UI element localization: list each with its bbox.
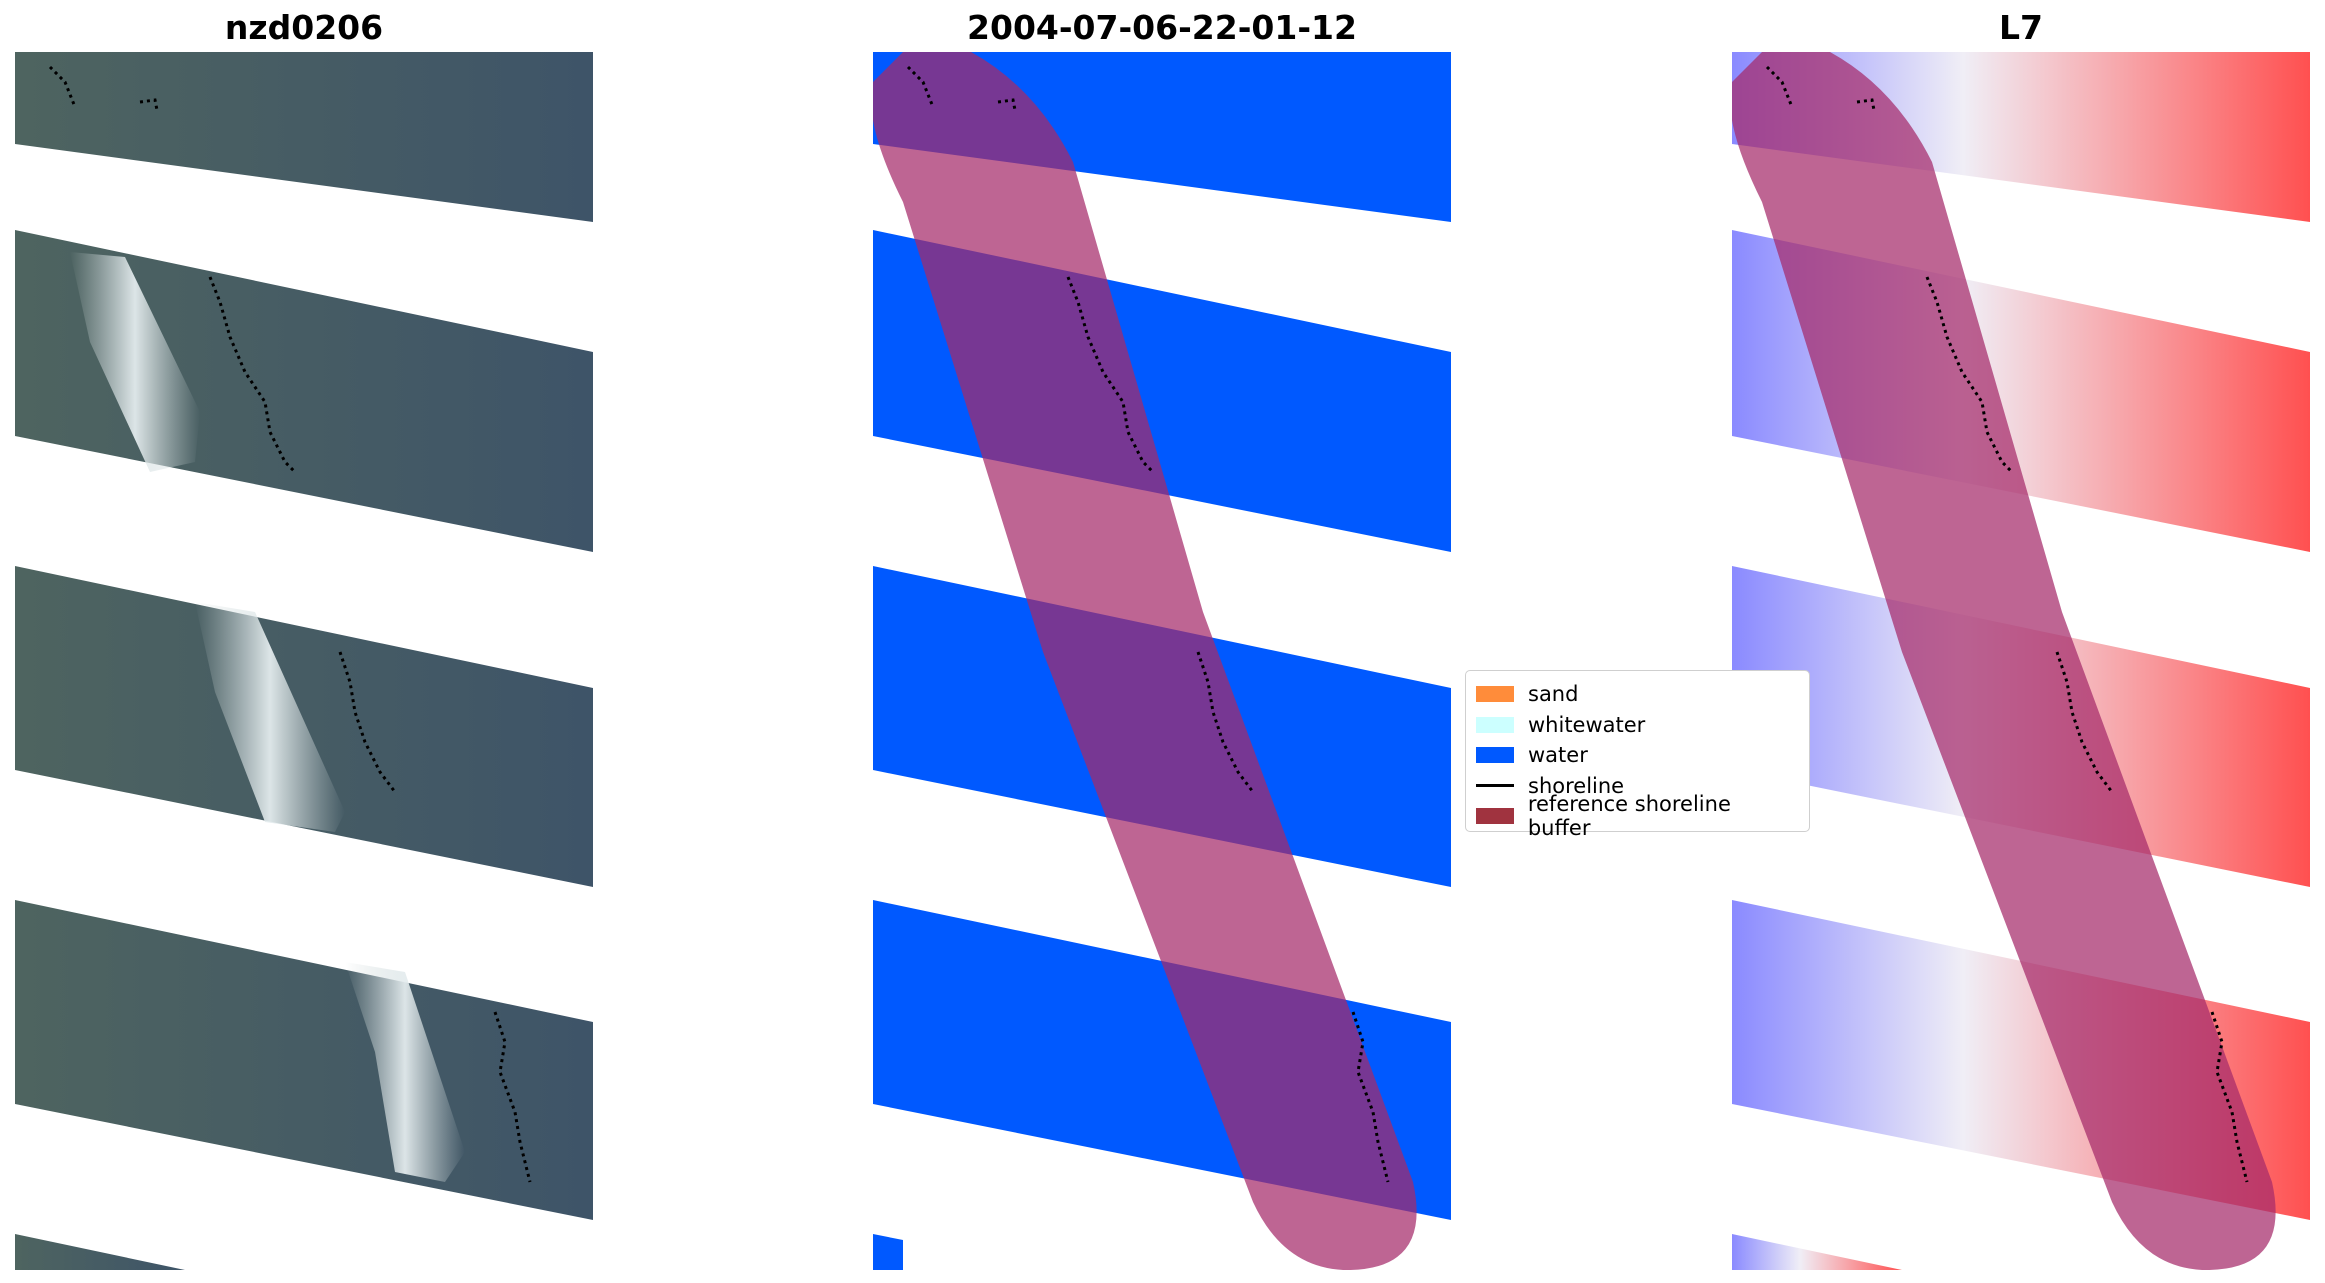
legend-label: shoreline: [1528, 773, 1625, 798]
reference-shoreline-buffer: [873, 52, 1417, 1270]
buffer-swatch: [1476, 808, 1514, 825]
index-panel: [1732, 52, 2310, 1270]
reference-shoreline-buffer: [1732, 52, 2276, 1270]
legend-item-shoreline: shoreline: [1476, 771, 1799, 802]
legend-label: whitewater: [1528, 712, 1646, 737]
legend-item-whitewater: whitewater: [1476, 710, 1799, 741]
legend-label: sand: [1528, 682, 1579, 707]
panel-title-index: L7: [1999, 8, 2043, 47]
panel-title-rgb: nzd0206: [224, 8, 384, 47]
cloud-band: [70, 252, 465, 1182]
water-swatch: [1476, 747, 1514, 764]
shoreline-dotted: [1765, 65, 2249, 1183]
legend-item-buffer: reference shoreline buffer: [1476, 792, 1799, 840]
legend: sand whitewater water shoreline referenc…: [1465, 670, 1810, 840]
legend-label: reference shoreline buffer: [1527, 792, 1731, 841]
sand-swatch: [1476, 686, 1514, 703]
legend-item-water: water: [1476, 740, 1799, 771]
shoreline-line-swatch: [1476, 784, 1514, 788]
rgb-image-panel: [15, 52, 593, 1270]
legend-item-sand: sand: [1476, 679, 1799, 710]
panel-title-classification: 2004-07-06-22-01-12: [967, 8, 1357, 47]
shoreline-dotted: [48, 65, 532, 1183]
legend-label: water: [1528, 743, 1588, 768]
shoreline-dotted: [906, 65, 1390, 1183]
classification-panel: [873, 52, 1451, 1270]
whitewater-swatch: [1476, 716, 1514, 733]
